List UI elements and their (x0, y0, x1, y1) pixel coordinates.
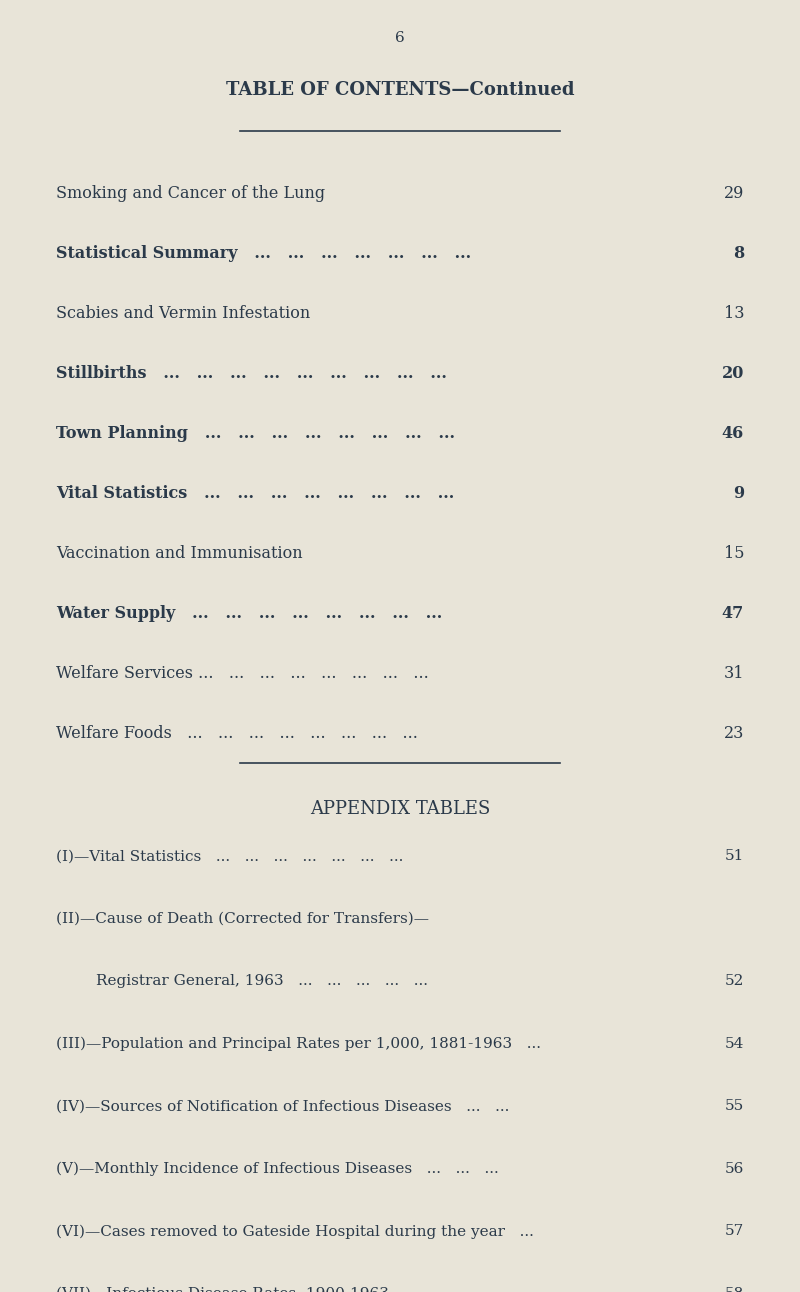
Text: Vital Statistics   ...   ...   ...   ...   ...   ...   ...   ...: Vital Statistics ... ... ... ... ... ...… (56, 486, 454, 503)
Text: (III)—Population and Principal Rates per 1,000, 1881-1963   ...: (III)—Population and Principal Rates per… (56, 1036, 541, 1052)
Text: 47: 47 (722, 606, 744, 623)
Text: 20: 20 (722, 366, 744, 382)
Text: (V)—Monthly Incidence of Infectious Diseases   ...   ...   ...: (V)—Monthly Incidence of Infectious Dise… (56, 1162, 498, 1176)
Text: 58: 58 (725, 1287, 744, 1292)
Text: Registrar General, 1963   ...   ...   ...   ...   ...: Registrar General, 1963 ... ... ... ... … (96, 974, 428, 988)
Text: 54: 54 (725, 1037, 744, 1050)
Text: 52: 52 (725, 974, 744, 988)
Text: 29: 29 (724, 185, 744, 203)
Text: 57: 57 (725, 1225, 744, 1239)
Text: 31: 31 (723, 665, 744, 682)
Text: 56: 56 (725, 1162, 744, 1176)
Text: (IV)—Sources of Notification of Infectious Diseases   ...   ...: (IV)—Sources of Notification of Infectio… (56, 1099, 510, 1114)
Text: 9: 9 (733, 486, 744, 503)
Text: 6: 6 (395, 31, 405, 45)
Text: Water Supply   ...   ...   ...   ...   ...   ...   ...   ...: Water Supply ... ... ... ... ... ... ...… (56, 606, 442, 623)
Text: (VI)—Cases removed to Gateside Hospital during the year   ...: (VI)—Cases removed to Gateside Hospital … (56, 1225, 534, 1239)
Text: (II)—Cause of Death (Corrected for Transfers)—: (II)—Cause of Death (Corrected for Trans… (56, 912, 429, 926)
Text: 51: 51 (725, 849, 744, 863)
Text: 15: 15 (723, 545, 744, 562)
Text: 13: 13 (723, 305, 744, 322)
Text: Town Planning   ...   ...   ...   ...   ...   ...   ...   ...: Town Planning ... ... ... ... ... ... ..… (56, 425, 455, 442)
Text: 23: 23 (724, 725, 744, 743)
Text: (VII)—Infectious Disease Rates, 1900-1963 ...   ...   ...   ...: (VII)—Infectious Disease Rates, 1900-196… (56, 1287, 494, 1292)
Text: Smoking and Cancer of the Lung: Smoking and Cancer of the Lung (56, 185, 325, 203)
Text: TABLE OF CONTENTS—Continued: TABLE OF CONTENTS—Continued (226, 81, 574, 99)
Text: Vaccination and Immunisation: Vaccination and Immunisation (56, 545, 302, 562)
Text: APPENDIX TABLES: APPENDIX TABLES (310, 800, 490, 818)
Text: 46: 46 (722, 425, 744, 442)
Text: Scabies and Vermin Infestation: Scabies and Vermin Infestation (56, 305, 310, 322)
Text: Welfare Foods   ...   ...   ...   ...   ...   ...   ...   ...: Welfare Foods ... ... ... ... ... ... ..… (56, 725, 418, 743)
Text: 55: 55 (725, 1099, 744, 1114)
Text: Stillbirths   ...   ...   ...   ...   ...   ...   ...   ...   ...: Stillbirths ... ... ... ... ... ... ... … (56, 366, 447, 382)
Text: Welfare Services ...   ...   ...   ...   ...   ...   ...   ...: Welfare Services ... ... ... ... ... ...… (56, 665, 429, 682)
Text: (I)—Vital Statistics   ...   ...   ...   ...   ...   ...   ...: (I)—Vital Statistics ... ... ... ... ...… (56, 849, 403, 863)
Text: Statistical Summary   ...   ...   ...   ...   ...   ...   ...: Statistical Summary ... ... ... ... ... … (56, 245, 471, 262)
Text: 8: 8 (733, 245, 744, 262)
